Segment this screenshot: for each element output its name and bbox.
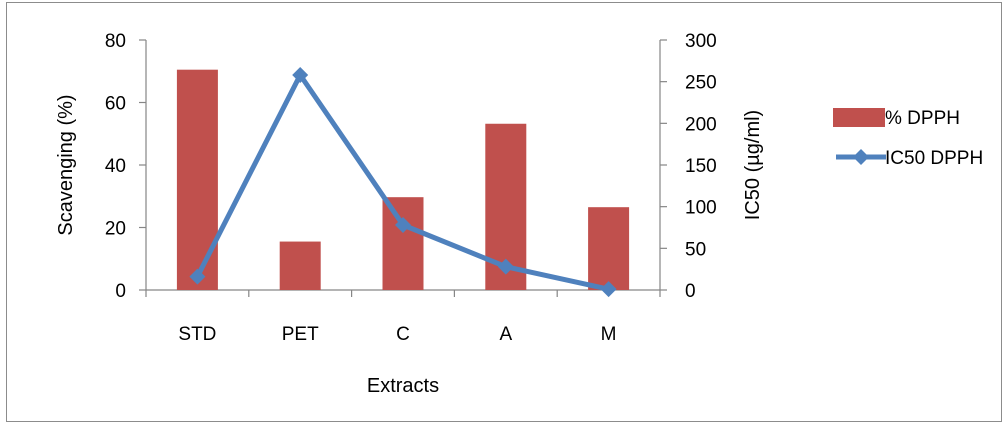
y2-tick-label: 0 (685, 281, 696, 302)
bar (279, 241, 321, 290)
legend-marker (853, 149, 869, 165)
y-tick-label: 60 (105, 94, 126, 115)
y2-tick-label: 300 (685, 31, 717, 52)
line-marker (497, 258, 514, 275)
y2-tick-label: 50 (685, 239, 706, 260)
x-tick-label: A (499, 324, 512, 345)
x-tick-label: PET (282, 324, 319, 345)
line-series (189, 67, 617, 298)
bar (382, 197, 424, 290)
axes: 0 20 40 60 80 0 50 100 150 200 250 300 STD PET C A M (105, 31, 717, 345)
bar (588, 207, 630, 290)
y-tick-label: 0 (115, 281, 126, 302)
x-tick-label: STD (178, 324, 216, 345)
line-marker (292, 67, 309, 83)
line-marker (600, 281, 617, 298)
legend-label: % DPPH (885, 108, 960, 129)
line-marker (395, 217, 411, 233)
x-tick-label: M (601, 324, 617, 345)
y2-tick-label: 200 (685, 114, 717, 135)
legend-label: IC50 DPPH (885, 148, 983, 169)
line-marker (189, 268, 206, 285)
y-axis-title: Scavenging (%) (55, 94, 77, 235)
y2-axis-title: IC50 (µg/ml) (742, 110, 764, 220)
bar (176, 69, 218, 290)
x-axis-title: Extracts (367, 375, 439, 397)
x-tick-label: C (396, 324, 410, 345)
y-tick-label: 40 (105, 156, 126, 177)
y-tick-label: 20 (105, 219, 126, 240)
y2-tick-label: 250 (685, 73, 717, 94)
y2-tick-label: 100 (685, 198, 717, 219)
legend-swatch-bar (833, 108, 885, 127)
y2-tick-label: 150 (685, 156, 717, 177)
legend: % DPPH IC50 DPPH (833, 108, 983, 169)
y-tick-label: 80 (105, 31, 126, 52)
